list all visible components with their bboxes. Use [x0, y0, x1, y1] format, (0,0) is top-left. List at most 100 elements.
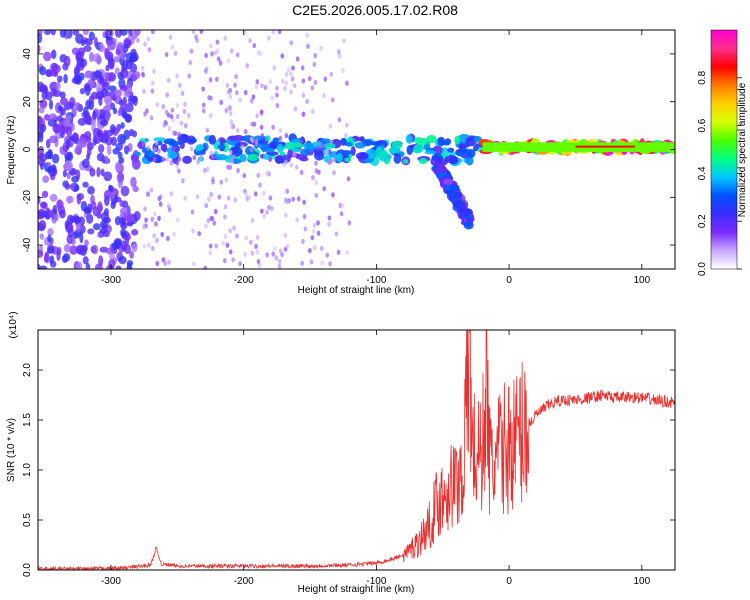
spectrogram-cell [167, 207, 172, 213]
spectrogram-cell [196, 159, 200, 165]
spectrogram-cell [305, 32, 310, 38]
spectrogram-cell [209, 95, 213, 101]
spectrogram-cell [375, 146, 383, 156]
spectrogram-cell [173, 50, 178, 56]
spectrogram-cell [84, 239, 89, 247]
spectrogram-cell [59, 209, 66, 219]
spectrogram-cell [345, 80, 349, 86]
spectrogram-cell [155, 101, 160, 108]
spectrogram-cell [268, 195, 273, 201]
spectrogram-cell [65, 114, 72, 122]
spectrogram-cell [228, 110, 233, 117]
spectrogram-cell [43, 253, 49, 263]
spectrogram-cell [232, 153, 236, 160]
spectrogram-cell [452, 199, 466, 209]
spectrogram-cell [211, 179, 215, 185]
spectrogram-cell [144, 217, 148, 223]
spectrogram-cell [314, 192, 319, 198]
spectrogram-cell [259, 109, 264, 115]
spectrogram-cell [310, 235, 315, 241]
spectrogram-cell [114, 216, 121, 226]
spectrogram-cell [110, 192, 116, 199]
spectrogram-cell [319, 245, 324, 251]
spectrogram-cell [247, 194, 252, 201]
spectrogram-cell [204, 67, 208, 73]
spectrogram-cell [92, 110, 97, 121]
spectrogram-cell [260, 83, 264, 89]
spectrogram-cell [196, 143, 204, 151]
spectrogram-cell [86, 153, 91, 161]
spectrogram-cell [38, 106, 45, 114]
spectrogram-cell [233, 82, 237, 88]
spectrogram-cell [170, 44, 175, 50]
spectrogram-cell [165, 92, 170, 98]
spectrogram-cell [188, 59, 193, 66]
spectrogram-cell [39, 265, 48, 269]
spectrogram-cell [85, 262, 91, 269]
spectrogram-cell [273, 246, 277, 252]
spectrogram-cell [347, 220, 352, 226]
spectrogram-cell [231, 257, 235, 263]
spectrogram-cell [75, 50, 84, 61]
spectrogram-cell [112, 107, 118, 115]
spectrogram-cell [96, 166, 101, 178]
spectrogram-cell [38, 208, 46, 219]
spectrogram-cell [303, 226, 308, 232]
spectrogram-cell [39, 66, 47, 76]
y-tick-label: 40 [22, 48, 33, 60]
spectrogram-cell [72, 30, 80, 36]
spectrogram-cell [332, 156, 337, 163]
spectrogram-cell [223, 233, 228, 240]
spectrogram-cell [452, 191, 463, 199]
spectrogram-cell [345, 249, 349, 256]
spectrogram-cell [224, 177, 229, 183]
spectrogram-cell [405, 134, 413, 144]
spectrogram-cell [164, 109, 169, 115]
spectrogram-cell [226, 89, 231, 95]
spectrogram-cell [141, 141, 146, 147]
spectrogram-cell [302, 199, 306, 205]
spectrogram-cell [102, 82, 110, 92]
spectrogram-cell [107, 39, 116, 51]
spectrogram-cell [266, 148, 275, 153]
spectrogram-cell [160, 144, 166, 152]
y-tick-label: 1.0 [22, 463, 33, 477]
spectrogram-cell [295, 217, 299, 223]
spectrogram-cell [249, 239, 253, 245]
spectrogram-cell [327, 221, 331, 227]
spectrogram-cell [314, 179, 319, 186]
colorbar-tick-label: 0.4 [697, 166, 708, 180]
spectrogram-cell [250, 217, 255, 224]
spectrogram-cell [444, 155, 458, 164]
spectrogram-cell [354, 141, 366, 149]
spectrogram-cell [43, 51, 52, 62]
spectrogram-cell [92, 223, 101, 231]
x-tick-label: -100 [366, 576, 386, 587]
spectrogram-cell [97, 129, 104, 137]
spectrogram-cell [107, 225, 113, 233]
spectrogram-cell [424, 150, 437, 155]
spectrogram-cell [45, 138, 51, 149]
spectrogram-cell [234, 144, 240, 149]
spectrogram-cell [99, 108, 106, 119]
spectrogram-cell [154, 221, 159, 227]
spectrogram-cell [323, 142, 336, 149]
spectrogram-cell [225, 82, 230, 89]
spectrogram-cell [284, 197, 288, 203]
spectrogram-cell [215, 48, 220, 54]
snr-y-scale-label: (x10⁴) [8, 311, 19, 338]
spectrogram-cell [80, 39, 85, 47]
spectrogram-cell [182, 155, 192, 164]
spectrogram-cell [143, 206, 147, 212]
spectrogram-cell [309, 150, 314, 156]
spectrogram-cell [172, 231, 176, 237]
spectrogram-cell [49, 255, 55, 264]
spectrogram-cell [406, 144, 414, 155]
spectrogram-cell [136, 72, 141, 79]
spectrogram-cell [155, 237, 159, 244]
snr-series-line [38, 330, 675, 570]
spectrogram-cell [161, 103, 166, 110]
spectrogram-cell [308, 247, 312, 254]
spectrogram-cell [244, 235, 249, 241]
